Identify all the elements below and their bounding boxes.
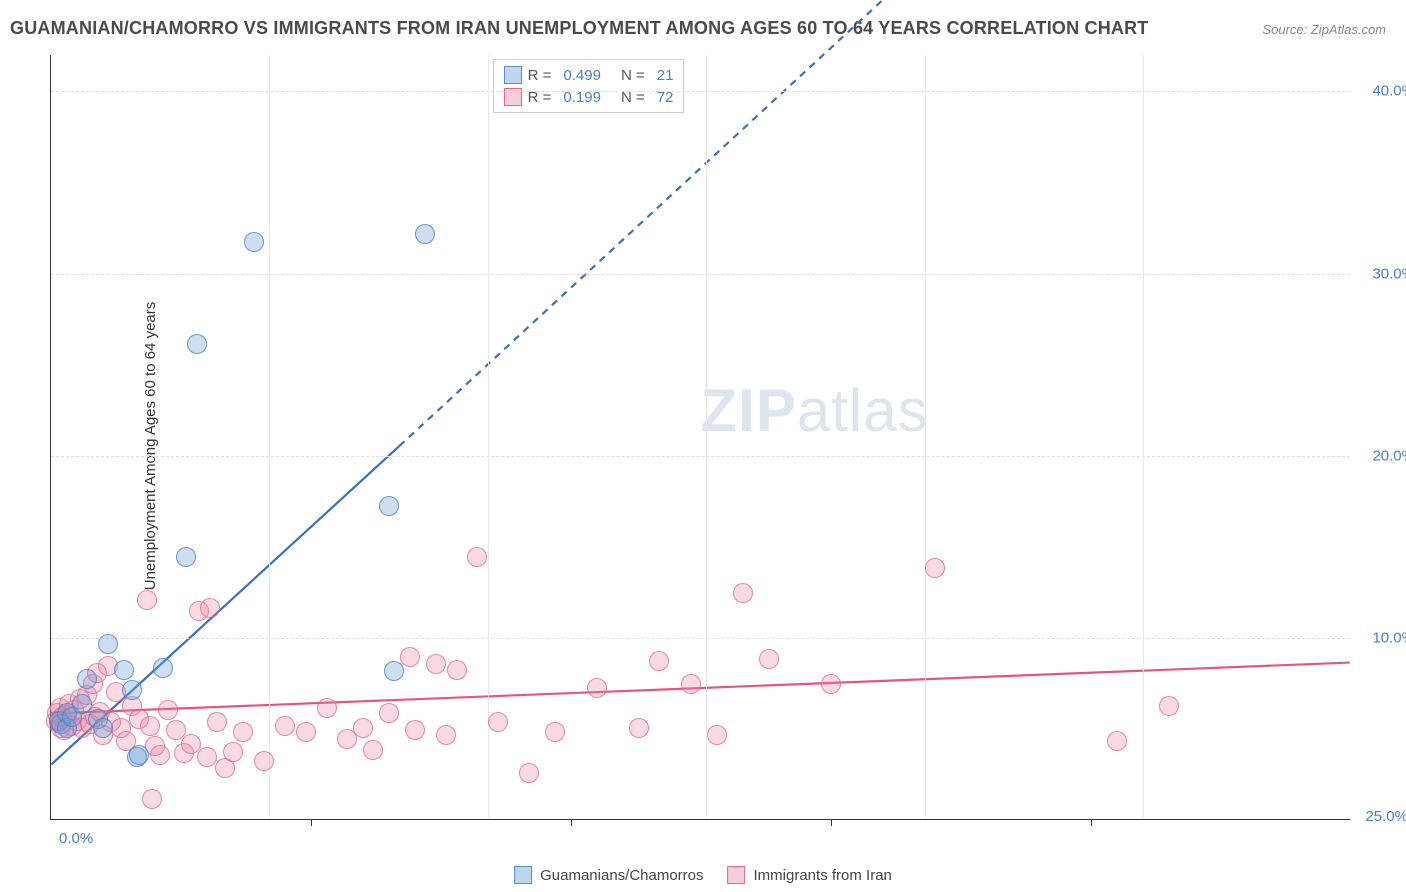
data-point bbox=[93, 718, 113, 738]
gridline-v bbox=[706, 55, 707, 819]
data-point bbox=[405, 720, 425, 740]
y-tick-label: 20.0% bbox=[1372, 447, 1406, 464]
trend-lines bbox=[51, 55, 1350, 819]
data-point bbox=[519, 763, 539, 783]
data-point bbox=[233, 722, 253, 742]
x-tick bbox=[311, 819, 312, 826]
x-tick bbox=[831, 819, 832, 826]
y-tick-label: 40.0% bbox=[1372, 83, 1406, 100]
data-point bbox=[384, 661, 404, 681]
legend-n-value: 21 bbox=[657, 67, 674, 84]
gridline-h bbox=[51, 274, 1350, 275]
gridline-v bbox=[925, 55, 926, 819]
y-tick-label: 30.0% bbox=[1372, 265, 1406, 282]
data-point bbox=[150, 745, 170, 765]
data-point bbox=[158, 700, 178, 720]
scatter-plot: ZIPatlas R =0.499N =21R =0.199N =72 10.0… bbox=[50, 55, 1350, 820]
data-point bbox=[244, 232, 264, 252]
data-point bbox=[363, 740, 383, 760]
gridline-h bbox=[51, 638, 1350, 639]
legend-correlation: R = 0.499 N = 21 R =0.199N =72 bbox=[493, 59, 685, 113]
data-point bbox=[629, 718, 649, 738]
legend-item: Guamanians/Chamorros bbox=[514, 866, 703, 884]
data-point bbox=[759, 649, 779, 669]
legend-row: R = 0.499 N = 21 bbox=[504, 64, 674, 86]
legend-swatch bbox=[504, 66, 522, 84]
data-point bbox=[1159, 696, 1179, 716]
data-point bbox=[254, 751, 274, 771]
source-text: Source: ZipAtlas.com bbox=[1262, 22, 1386, 37]
data-point bbox=[140, 716, 160, 736]
data-point bbox=[353, 718, 373, 738]
legend-r-label: R = bbox=[528, 67, 552, 84]
data-point bbox=[223, 742, 243, 762]
data-point bbox=[200, 598, 220, 618]
data-point bbox=[1107, 731, 1127, 751]
gridline-h bbox=[51, 456, 1350, 457]
data-point bbox=[166, 720, 186, 740]
data-point bbox=[545, 722, 565, 742]
data-point bbox=[142, 789, 162, 809]
legend-series-name: Guamanians/Chamorros bbox=[540, 867, 703, 884]
data-point bbox=[296, 722, 316, 742]
legend-item: Immigrants from Iran bbox=[728, 866, 892, 884]
x-tick bbox=[1091, 819, 1092, 826]
data-point bbox=[821, 674, 841, 694]
gridline-v bbox=[269, 55, 270, 819]
gridline-v bbox=[488, 55, 489, 819]
data-point bbox=[400, 647, 420, 667]
data-point bbox=[129, 745, 149, 765]
x-tick-label: 25.0% bbox=[1365, 808, 1406, 825]
x-tick bbox=[571, 819, 572, 826]
legend-swatch bbox=[514, 866, 532, 884]
data-point bbox=[488, 712, 508, 732]
data-point bbox=[436, 725, 456, 745]
y-tick-label: 10.0% bbox=[1372, 629, 1406, 646]
legend-r-value: 0.499 bbox=[563, 67, 601, 84]
data-point bbox=[275, 716, 295, 736]
legend-series-name: Immigrants from Iran bbox=[754, 867, 892, 884]
data-point bbox=[77, 669, 97, 689]
data-point bbox=[733, 583, 753, 603]
data-point bbox=[187, 334, 207, 354]
data-point bbox=[649, 651, 669, 671]
data-point bbox=[98, 634, 118, 654]
data-point bbox=[379, 703, 399, 723]
data-point bbox=[176, 547, 196, 567]
data-point bbox=[426, 654, 446, 674]
data-point bbox=[207, 712, 227, 732]
legend-swatch bbox=[728, 866, 746, 884]
data-point bbox=[153, 658, 173, 678]
data-point bbox=[415, 224, 435, 244]
data-point bbox=[122, 680, 142, 700]
gridline-v bbox=[1143, 55, 1144, 819]
x-tick-label: 0.0% bbox=[59, 830, 93, 847]
data-point bbox=[137, 590, 157, 610]
data-point bbox=[447, 660, 467, 680]
gridline-h bbox=[51, 91, 1350, 92]
data-point bbox=[197, 747, 217, 767]
legend-row: R =0.199N =72 bbox=[504, 86, 674, 108]
data-point bbox=[467, 547, 487, 567]
data-point bbox=[925, 558, 945, 578]
page-title: GUAMANIAN/CHAMORRO VS IMMIGRANTS FROM IR… bbox=[10, 18, 1149, 39]
legend-series: Guamanians/Chamorros Immigrants from Iran bbox=[514, 866, 892, 884]
data-point bbox=[379, 496, 399, 516]
data-point bbox=[707, 725, 727, 745]
data-point bbox=[114, 660, 134, 680]
data-point bbox=[317, 698, 337, 718]
data-point bbox=[72, 694, 92, 714]
watermark: ZIPatlas bbox=[701, 376, 929, 445]
data-point bbox=[587, 678, 607, 698]
data-point bbox=[681, 674, 701, 694]
legend-n-label: N = bbox=[621, 67, 645, 84]
